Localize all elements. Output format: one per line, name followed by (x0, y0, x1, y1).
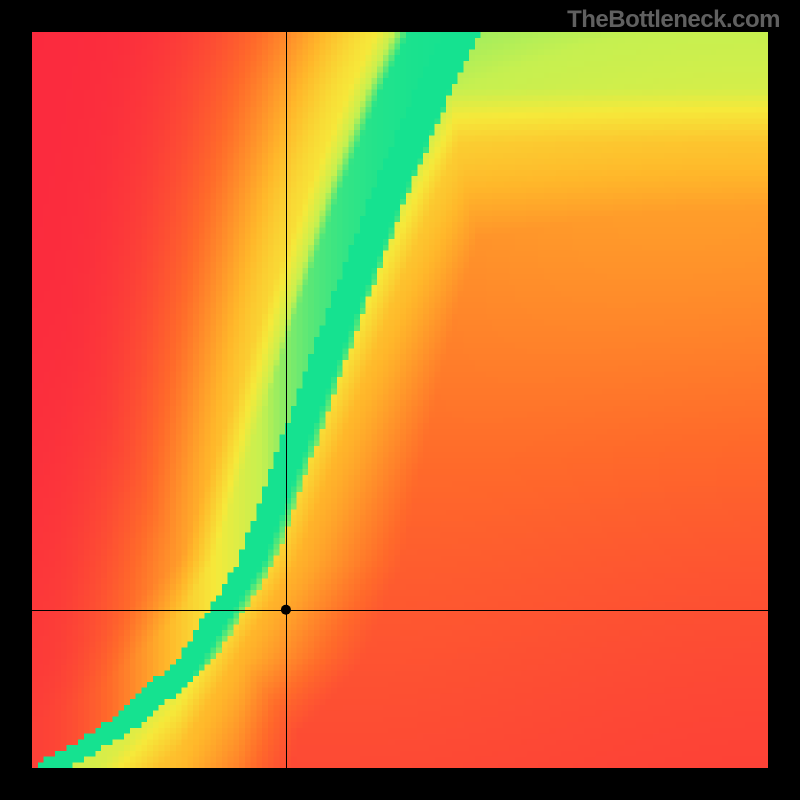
watermark-text: TheBottleneck.com (567, 6, 780, 34)
crosshair-overlay (32, 32, 768, 768)
chart-frame: { "watermark": { "text": "TheBottleneck.… (0, 0, 800, 800)
